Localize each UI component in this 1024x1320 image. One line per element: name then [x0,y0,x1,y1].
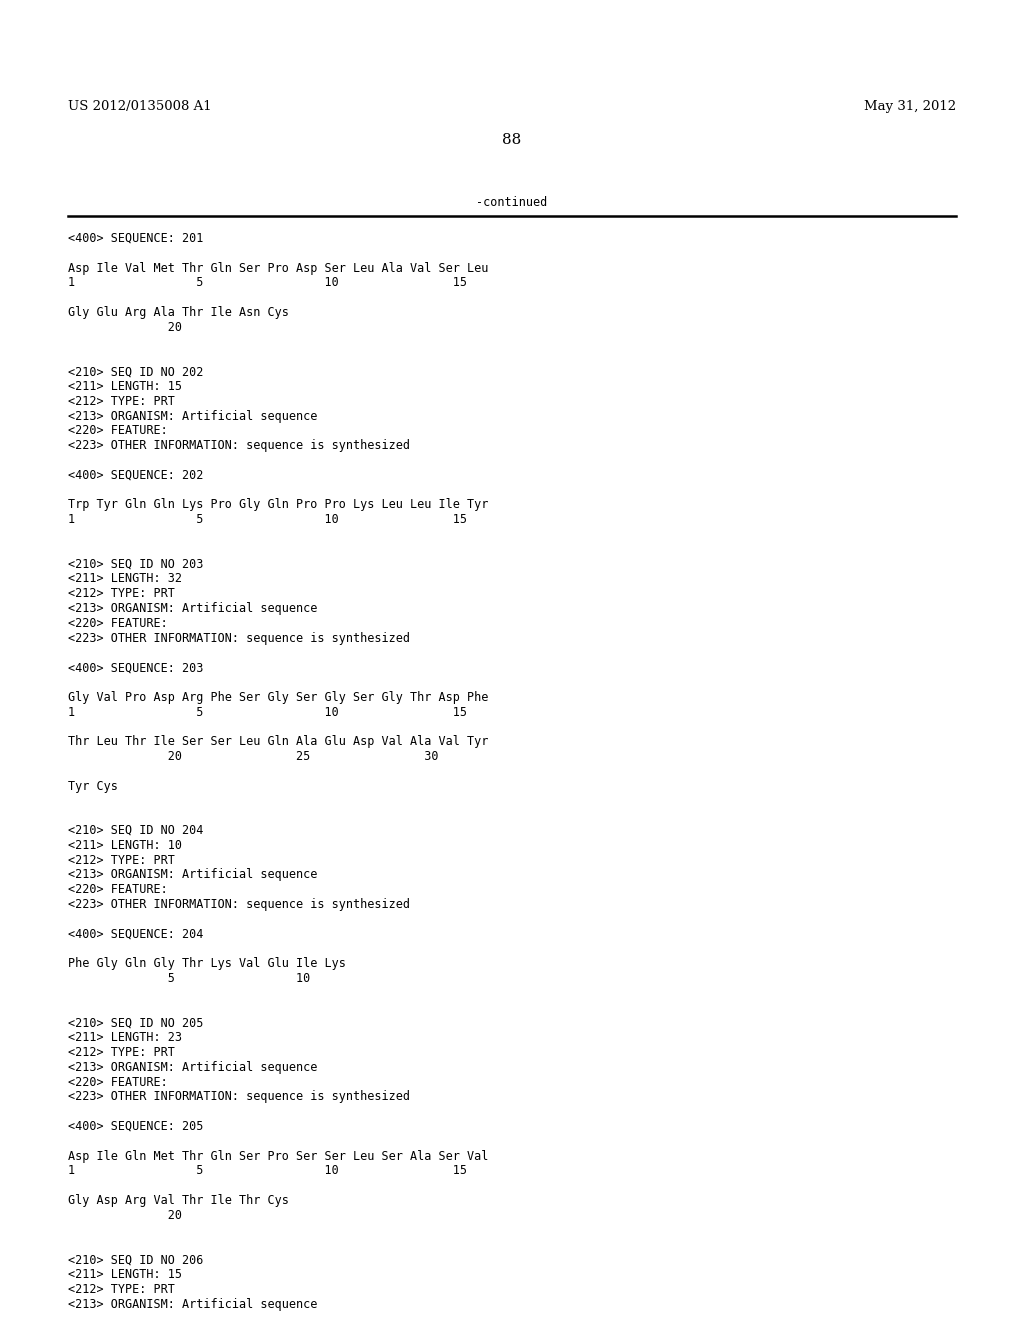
Text: Trp Tyr Gln Gln Lys Pro Gly Gln Pro Pro Lys Leu Leu Ile Tyr: Trp Tyr Gln Gln Lys Pro Gly Gln Pro Pro … [68,499,488,511]
Text: <210> SEQ ID NO 203: <210> SEQ ID NO 203 [68,557,204,570]
Text: <400> SEQUENCE: 205: <400> SEQUENCE: 205 [68,1119,204,1133]
Text: 20                25                30: 20 25 30 [68,750,438,763]
Text: <220> FEATURE:: <220> FEATURE: [68,1076,168,1089]
Text: -continued: -continued [476,195,548,209]
Text: <400> SEQUENCE: 204: <400> SEQUENCE: 204 [68,928,204,941]
Text: Gly Val Pro Asp Arg Phe Ser Gly Ser Gly Ser Gly Thr Asp Phe: Gly Val Pro Asp Arg Phe Ser Gly Ser Gly … [68,690,488,704]
Text: <212> TYPE: PRT: <212> TYPE: PRT [68,1045,175,1059]
Text: 1                 5                 10                15: 1 5 10 15 [68,1164,467,1177]
Text: <400> SEQUENCE: 202: <400> SEQUENCE: 202 [68,469,204,482]
Text: <211> LENGTH: 15: <211> LENGTH: 15 [68,1269,182,1280]
Text: <213> ORGANISM: Artificial sequence: <213> ORGANISM: Artificial sequence [68,602,317,615]
Text: <223> OTHER INFORMATION: sequence is synthesized: <223> OTHER INFORMATION: sequence is syn… [68,1090,410,1104]
Text: US 2012/0135008 A1: US 2012/0135008 A1 [68,100,212,114]
Text: <212> TYPE: PRT: <212> TYPE: PRT [68,854,175,867]
Text: <212> TYPE: PRT: <212> TYPE: PRT [68,587,175,601]
Text: 1                 5                 10                15: 1 5 10 15 [68,276,467,289]
Text: <212> TYPE: PRT: <212> TYPE: PRT [68,395,175,408]
Text: <210> SEQ ID NO 204: <210> SEQ ID NO 204 [68,824,204,837]
Text: <213> ORGANISM: Artificial sequence: <213> ORGANISM: Artificial sequence [68,1061,317,1073]
Text: <223> OTHER INFORMATION: sequence is synthesized: <223> OTHER INFORMATION: sequence is syn… [68,631,410,644]
Text: Asp Ile Gln Met Thr Gln Ser Pro Ser Ser Leu Ser Ala Ser Val: Asp Ile Gln Met Thr Gln Ser Pro Ser Ser … [68,1150,488,1163]
Text: 1                 5                 10                15: 1 5 10 15 [68,513,467,527]
Text: 20: 20 [68,1209,182,1222]
Text: <400> SEQUENCE: 201: <400> SEQUENCE: 201 [68,232,204,246]
Text: 20: 20 [68,321,182,334]
Text: <213> ORGANISM: Artificial sequence: <213> ORGANISM: Artificial sequence [68,869,317,882]
Text: <213> ORGANISM: Artificial sequence: <213> ORGANISM: Artificial sequence [68,1298,317,1311]
Text: <223> OTHER INFORMATION: sequence is synthesized: <223> OTHER INFORMATION: sequence is syn… [68,898,410,911]
Text: <211> LENGTH: 23: <211> LENGTH: 23 [68,1031,182,1044]
Text: <211> LENGTH: 10: <211> LENGTH: 10 [68,838,182,851]
Text: <210> SEQ ID NO 205: <210> SEQ ID NO 205 [68,1016,204,1030]
Text: <223> OTHER INFORMATION: sequence is synthesized: <223> OTHER INFORMATION: sequence is syn… [68,440,410,453]
Text: May 31, 2012: May 31, 2012 [864,100,956,114]
Text: Tyr Cys: Tyr Cys [68,780,118,792]
Text: Phe Gly Gln Gly Thr Lys Val Glu Ile Lys: Phe Gly Gln Gly Thr Lys Val Glu Ile Lys [68,957,346,970]
Text: <400> SEQUENCE: 203: <400> SEQUENCE: 203 [68,661,204,675]
Text: <220> FEATURE:: <220> FEATURE: [68,616,168,630]
Text: <220> FEATURE:: <220> FEATURE: [68,883,168,896]
Text: Thr Leu Thr Ile Ser Ser Leu Gln Ala Glu Asp Val Ala Val Tyr: Thr Leu Thr Ile Ser Ser Leu Gln Ala Glu … [68,735,488,748]
Text: <211> LENGTH: 15: <211> LENGTH: 15 [68,380,182,393]
Text: Asp Ile Val Met Thr Gln Ser Pro Asp Ser Leu Ala Val Ser Leu: Asp Ile Val Met Thr Gln Ser Pro Asp Ser … [68,261,488,275]
Text: <210> SEQ ID NO 206: <210> SEQ ID NO 206 [68,1253,204,1266]
Text: <211> LENGTH: 32: <211> LENGTH: 32 [68,573,182,585]
Text: 5                 10: 5 10 [68,972,310,985]
Text: 88: 88 [503,133,521,147]
Text: <212> TYPE: PRT: <212> TYPE: PRT [68,1283,175,1296]
Text: Gly Asp Arg Val Thr Ile Thr Cys: Gly Asp Arg Val Thr Ile Thr Cys [68,1195,289,1206]
Text: <210> SEQ ID NO 202: <210> SEQ ID NO 202 [68,366,204,379]
Text: <220> FEATURE:: <220> FEATURE: [68,425,168,437]
Text: <213> ORGANISM: Artificial sequence: <213> ORGANISM: Artificial sequence [68,409,317,422]
Text: 1                 5                 10                15: 1 5 10 15 [68,706,467,718]
Text: Gly Glu Arg Ala Thr Ile Asn Cys: Gly Glu Arg Ala Thr Ile Asn Cys [68,306,289,319]
